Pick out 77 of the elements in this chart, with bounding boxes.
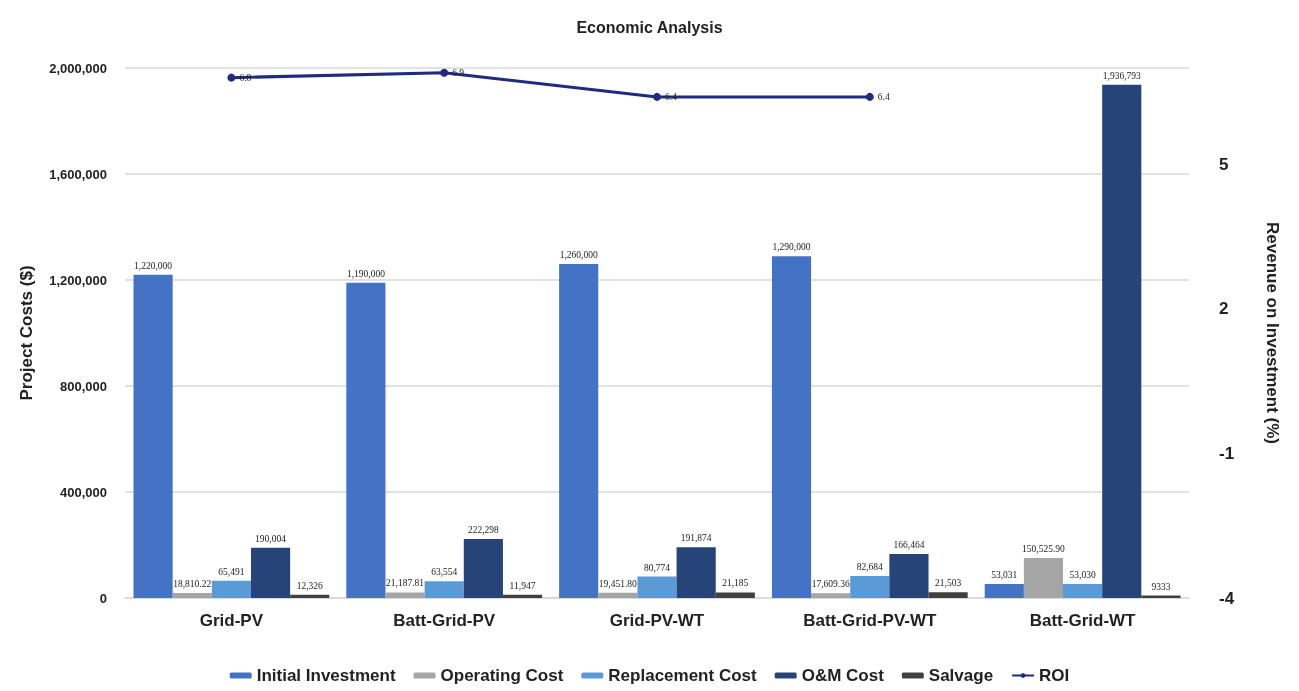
data-label: 1,220,000 [134, 260, 173, 271]
data-label: 17,609.36 [811, 579, 850, 590]
bar [211, 580, 251, 598]
bar [502, 594, 543, 598]
y-tick-label: 800,000 [60, 378, 107, 394]
x-tick-label: Grid-PV-WT [609, 611, 705, 630]
data-label: 6.4 [665, 91, 678, 102]
data-label: 1,260,000 [559, 250, 598, 261]
data-label: 6.4 [877, 91, 890, 102]
x-tick-label: Batt-Grid-PV [393, 611, 496, 630]
chart-title: Economic Analysis [576, 18, 723, 36]
data-label: 18,810.22 [173, 579, 212, 590]
bar [811, 593, 851, 598]
bar [290, 594, 330, 598]
x-tick-label: Batt-Grid-WT [1029, 611, 1137, 630]
data-label: 53,031 [991, 569, 1018, 580]
data-label: 6.9 [452, 67, 465, 78]
legend-label: O&M Cost [801, 666, 885, 685]
legend-label: Replacement Cost [608, 666, 757, 685]
bar [559, 264, 599, 598]
data-label: 21,187.81 [386, 578, 425, 589]
y2-tick-label: -1 [1219, 443, 1235, 463]
y-tick-label: 0 [99, 590, 107, 606]
y-tick-label: 2,000,000 [49, 60, 107, 76]
bar [598, 592, 638, 598]
y2-axis-title: Revenue on Investment (%) [1263, 222, 1282, 444]
data-label: 190,004 [255, 533, 287, 544]
data-label: 166,464 [893, 539, 925, 550]
data-label: 19,451.80 [598, 578, 638, 589]
y2-tick-label: -4 [1219, 588, 1235, 608]
bar [250, 547, 291, 598]
data-label: 150,525.90 [1022, 544, 1066, 555]
bar [637, 576, 677, 598]
data-label: 65,491 [218, 566, 245, 577]
data-label: 6.8 [239, 72, 252, 83]
x-tick-label: Grid-PV [199, 611, 264, 630]
data-label: 53,030 [1069, 569, 1096, 580]
bar [346, 282, 386, 598]
data-label: 12,326 [296, 580, 324, 591]
bar [715, 592, 755, 598]
bar [984, 583, 1024, 598]
data-label: 1,936,793 [1102, 70, 1142, 81]
data-label: 1,290,000 [772, 242, 811, 253]
x-tick-label: Batt-Grid-PV-WT [803, 611, 937, 630]
data-label: 9333 [1151, 581, 1171, 592]
y-tick-label: 1,200,000 [49, 272, 107, 288]
y-tick-label: 1,600,000 [49, 166, 107, 182]
bar [1023, 558, 1064, 598]
bar [928, 592, 968, 598]
bar [463, 539, 503, 598]
bar [172, 593, 212, 598]
bar [1063, 583, 1103, 598]
legend-label: Salvage [928, 666, 994, 685]
data-label: 191,874 [680, 533, 712, 544]
data-label: 21,185 [722, 578, 749, 589]
y-tick-label: 400,000 [60, 484, 107, 500]
y-axis-title: Project Costs ($) [17, 265, 36, 401]
data-label: 63,554 [431, 567, 458, 578]
y2-tick-label: 2 [1219, 299, 1229, 319]
legend-label: Operating Cost [440, 666, 564, 685]
bar [424, 581, 464, 598]
data-label: 222,298 [467, 525, 500, 536]
legend-label: Initial Investment [256, 666, 396, 685]
bar [889, 553, 929, 598]
bar [385, 592, 425, 598]
bar [1102, 84, 1142, 598]
data-label: 80,774 [643, 562, 671, 573]
bar [133, 274, 173, 598]
data-label: 11,947 [509, 580, 536, 591]
bar [850, 576, 890, 598]
bar [771, 256, 812, 598]
data-label: 21,503 [935, 578, 962, 589]
y2-tick-label: 5 [1219, 154, 1229, 174]
legend-label: ROI [1039, 666, 1070, 685]
data-label: 82,684 [856, 562, 884, 573]
bar [676, 547, 716, 598]
data-label: 1,190,000 [346, 268, 386, 279]
